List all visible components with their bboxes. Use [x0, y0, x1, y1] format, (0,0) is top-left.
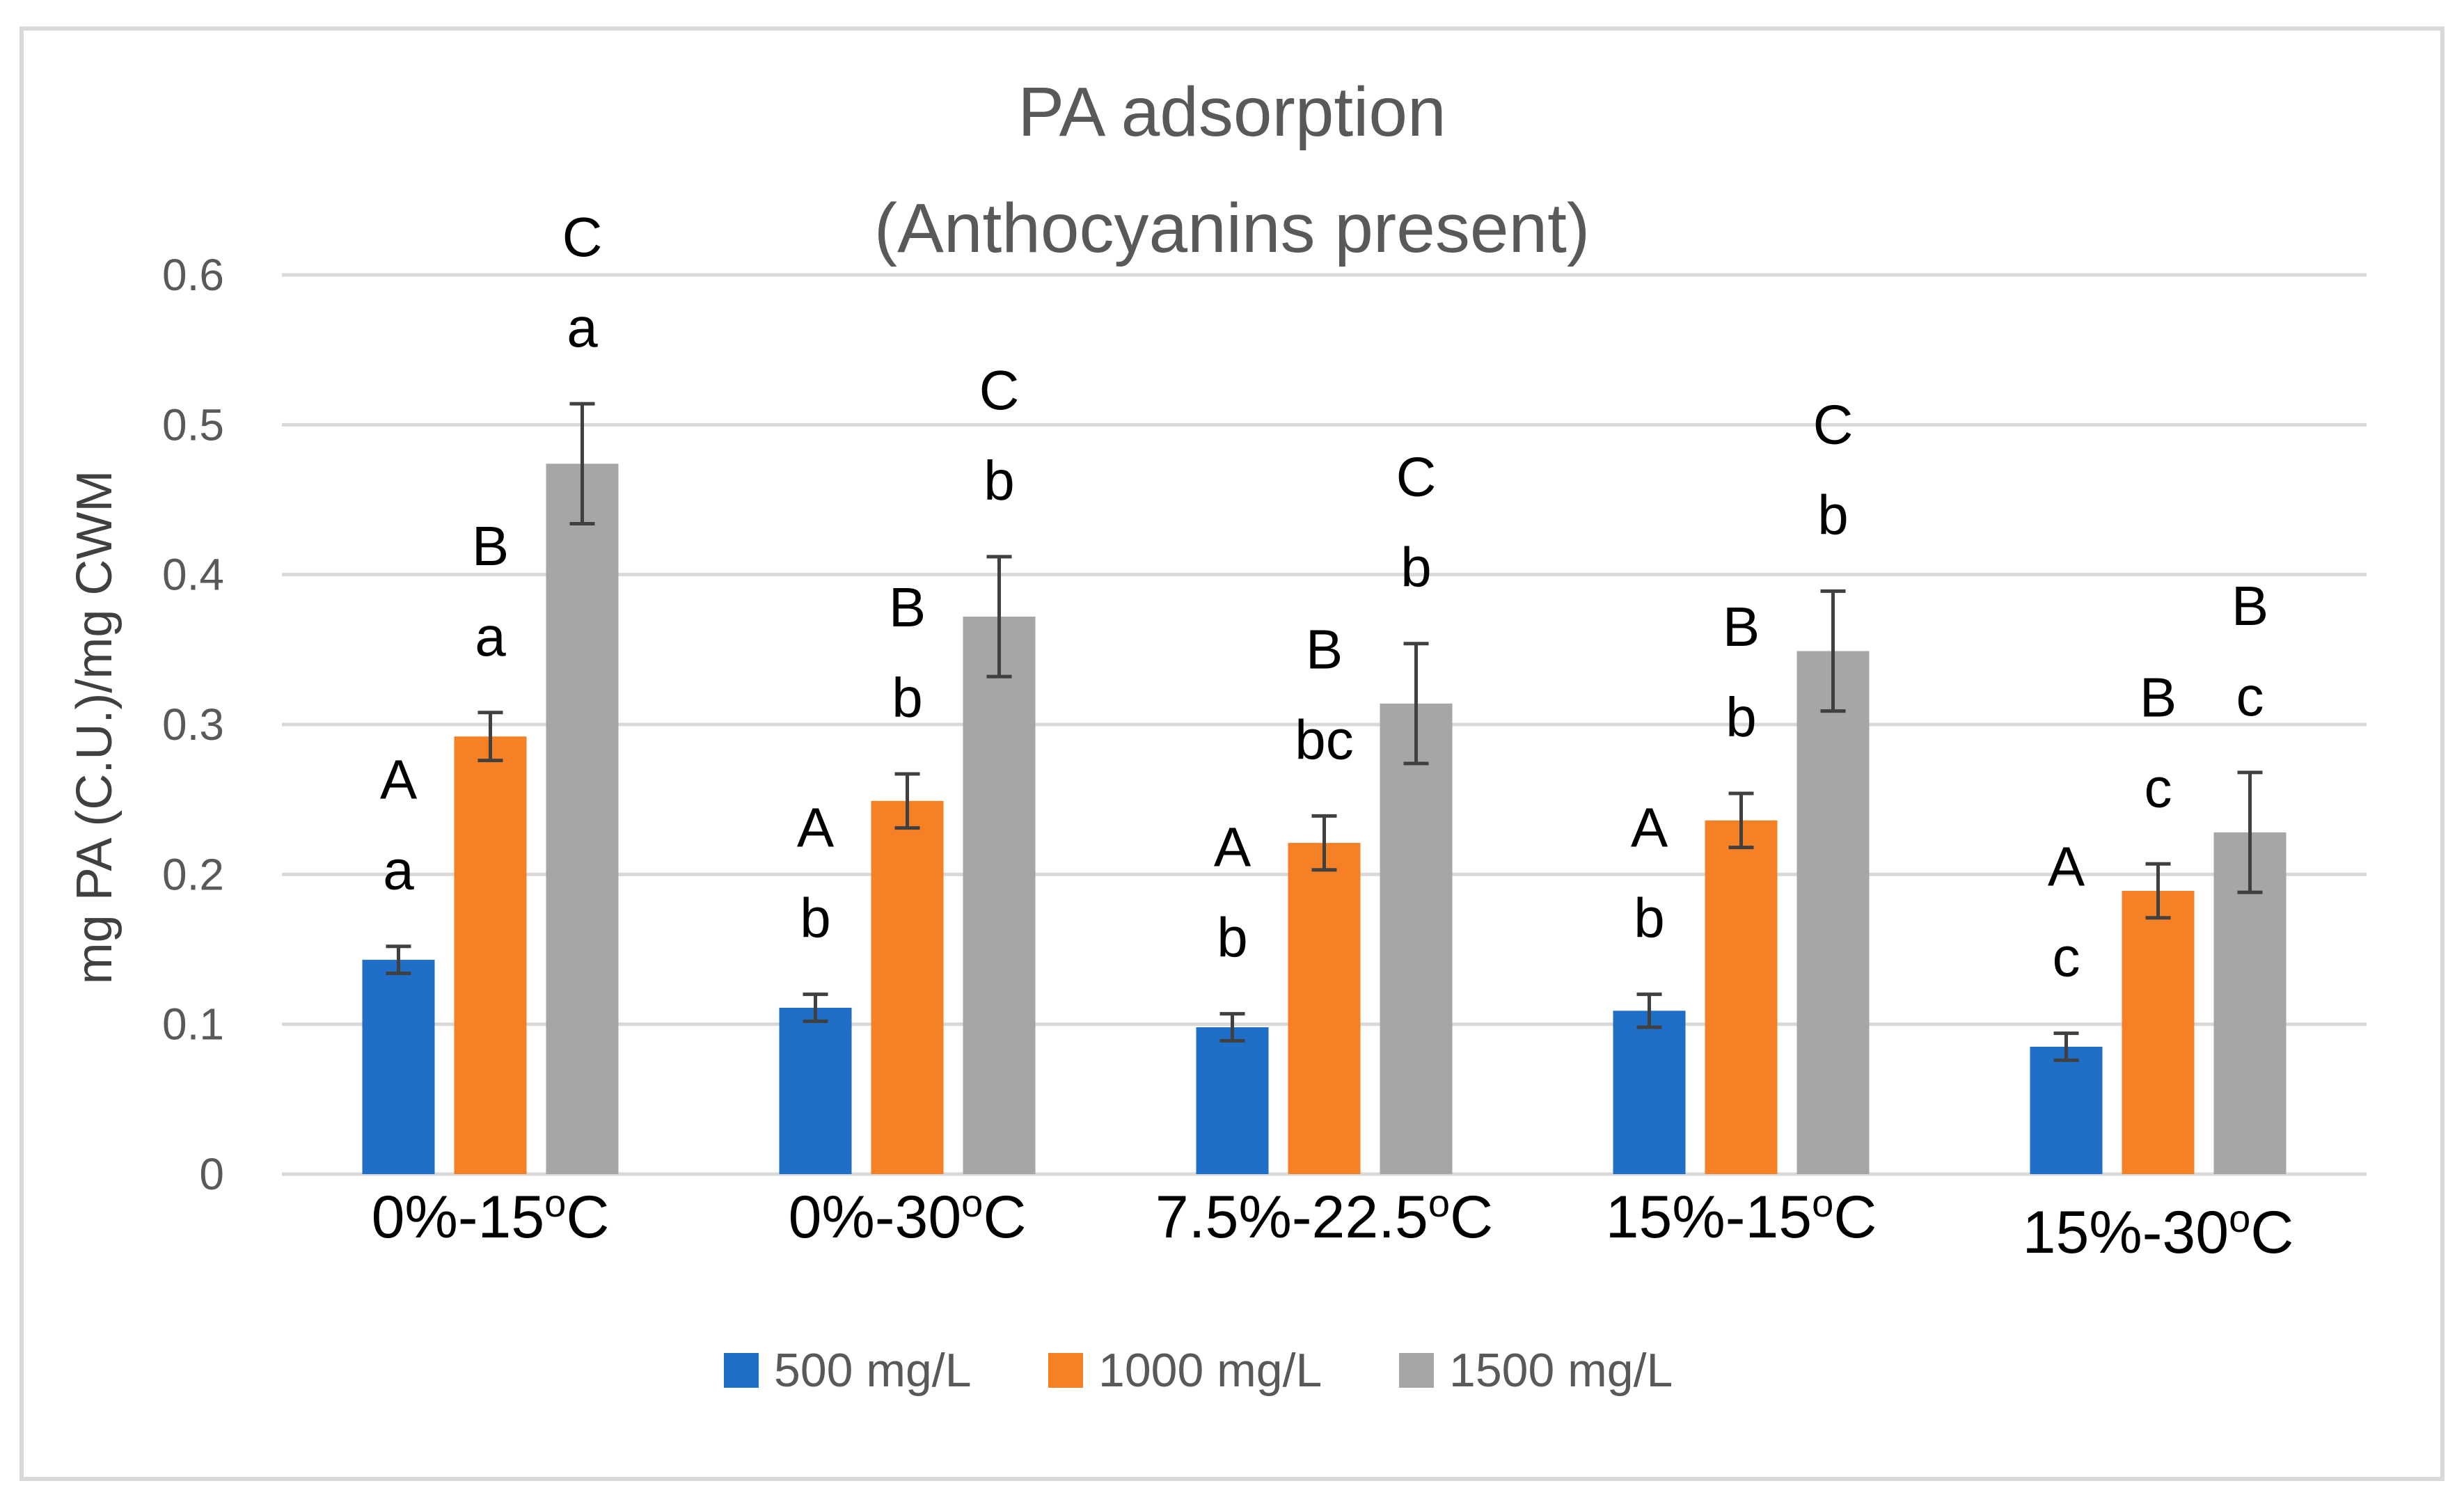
bar	[546, 464, 619, 1174]
significance-letter: A	[797, 797, 835, 859]
x-tick-label: 7.5%-22.5oC	[1155, 1181, 1493, 1251]
significance-letter: c	[2145, 757, 2172, 818]
y-tick-label: 0.2	[162, 849, 224, 899]
bar	[1380, 703, 1453, 1174]
significance-letter: C	[1396, 446, 1437, 508]
significance-letter: c	[2053, 926, 2080, 988]
y-axis-ticks: 0 0.1 0.2 0.3 0.4 0.5 0.6	[162, 250, 224, 1199]
significance-letter: b	[892, 667, 923, 729]
y-tick-label: 0.1	[162, 999, 224, 1050]
x-tick-label: 0%-15oC	[372, 1181, 610, 1251]
legend-swatch	[1048, 1353, 1083, 1388]
chart-subtitle: (Anthocyanins present)	[874, 189, 1590, 267]
significance-letter: C	[979, 359, 1020, 421]
legend-entry: 1500 mg/L	[1449, 1344, 1673, 1397]
significance-letter: B	[1723, 596, 1760, 658]
chart-frame	[19, 26, 2445, 1481]
legend: 500 mg/L 1000 mg/L 1500 mg/L	[724, 1344, 1673, 1397]
significance-letter: b	[1725, 686, 1757, 748]
significance-letter: b	[1217, 907, 1248, 969]
x-axis-ticks: 0%-15oC 0%-30oC 7.5%-22.5oC 15%-15oC 15%-30o…	[372, 1181, 2294, 1266]
legend-swatch	[724, 1353, 759, 1388]
significance-letter: c	[2236, 665, 2264, 727]
y-tick-label: 0.6	[162, 250, 224, 300]
error-bars	[386, 402, 2263, 1062]
significance-letter: A	[380, 749, 418, 811]
significance-letter: a	[383, 839, 414, 901]
bar	[454, 736, 527, 1174]
significance-letter: C	[1813, 393, 1854, 455]
bar	[1196, 1027, 1269, 1174]
significance-letter: B	[472, 515, 509, 577]
y-tick-label: 0.3	[162, 699, 224, 750]
significance-letter: b	[984, 450, 1015, 512]
significance-letter: C	[562, 206, 603, 268]
significance-letter: b	[1400, 537, 1432, 599]
significance-letter: bc	[1295, 709, 1354, 770]
bar	[1705, 820, 1778, 1174]
bar	[871, 800, 944, 1174]
legend-entry: 1000 mg/L	[1098, 1344, 1322, 1397]
bars	[362, 464, 2287, 1174]
significance-letter: a	[567, 296, 598, 358]
legend-swatch	[1399, 1353, 1434, 1388]
y-axis-label: mg PA (C.U.)/mg CWM	[67, 470, 123, 985]
significance-letter: b	[1817, 484, 1849, 546]
significance-letter: B	[2232, 575, 2268, 637]
x-tick-label: 0%-30oC	[789, 1181, 1027, 1251]
bar	[963, 616, 1036, 1174]
bar	[2030, 1046, 2103, 1174]
bar	[1796, 651, 1870, 1174]
y-tick-label: 0.5	[162, 399, 224, 450]
x-tick-label: 15%-30oC	[2023, 1196, 2294, 1266]
bar	[362, 960, 435, 1174]
significance-letter: A	[1631, 797, 1668, 859]
significance-letter: b	[800, 887, 831, 949]
bar	[2122, 891, 2195, 1174]
bar	[1288, 843, 1361, 1174]
significance-letter: b	[1634, 887, 1665, 949]
significance-letter: A	[2048, 836, 2085, 898]
chart-title: PA adsorption	[1018, 73, 1446, 151]
significance-letter: A	[1214, 816, 1251, 878]
significance-letter: B	[2140, 666, 2177, 728]
significance-letter: B	[1306, 618, 1343, 680]
significance-letter: B	[889, 576, 926, 638]
legend-entry: 500 mg/L	[774, 1344, 972, 1397]
x-tick-label: 15%-15oC	[1606, 1181, 1877, 1251]
bar	[779, 1007, 852, 1174]
y-tick-label: 0	[199, 1149, 224, 1199]
bar	[1613, 1011, 1686, 1174]
y-tick-label: 0.4	[162, 550, 224, 600]
gridlines	[282, 273, 2367, 1176]
significance-letter: a	[475, 605, 506, 667]
